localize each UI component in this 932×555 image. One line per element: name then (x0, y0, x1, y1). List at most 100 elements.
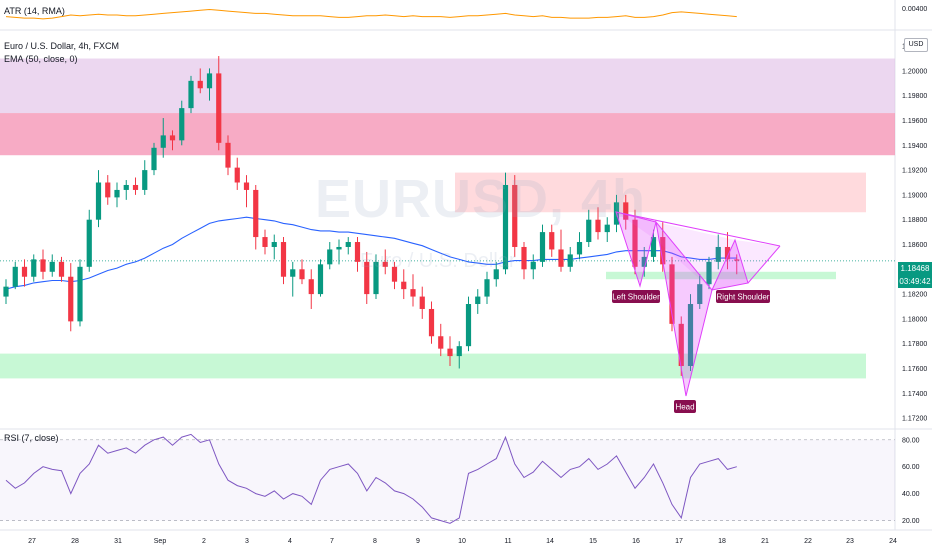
rsi-tick-label: 80.00 (902, 437, 920, 444)
candle-body (539, 232, 546, 262)
candle-body (697, 284, 703, 305)
time-tick-label: 7 (330, 538, 334, 545)
candle-body (354, 242, 361, 262)
candle (58, 256, 65, 282)
candle-body (549, 232, 555, 250)
candle (502, 172, 509, 275)
candle (539, 224, 546, 267)
candle (345, 237, 351, 255)
candle-body (678, 323, 684, 367)
candle (290, 261, 296, 297)
candle (364, 251, 370, 305)
candle-body (558, 249, 564, 267)
candle (391, 261, 398, 290)
candle (77, 259, 83, 327)
time-tick-label: 23 (846, 538, 854, 545)
candle (12, 261, 18, 290)
mid-red-zone (455, 172, 866, 213)
chart-watermark-subtitle: Euro / U.S. Dollar (360, 250, 516, 272)
time-tick-label: 18 (718, 538, 726, 545)
left-shoulder-tag-box (612, 290, 660, 303)
atr-tick-label: 0.00400 (902, 6, 927, 13)
candle (558, 229, 564, 272)
time-tick-label: 14 (546, 538, 554, 545)
candle (40, 249, 46, 280)
candle-body (576, 242, 583, 255)
candle (512, 175, 518, 257)
candle (216, 56, 222, 151)
candle (327, 242, 333, 270)
ema-line (5, 216, 737, 290)
candle (3, 279, 9, 305)
candle-body (345, 242, 351, 247)
candle-body (604, 224, 610, 233)
rsi-tick-label: 60.00 (902, 464, 920, 471)
candle-body (290, 269, 296, 277)
candle-body (114, 189, 120, 198)
left-shoulder-tag-label: Left Shoulder (612, 293, 660, 302)
rsi-tick-label: 20.00 (902, 518, 920, 525)
candle-body (169, 135, 176, 141)
candle (132, 177, 139, 195)
candle (105, 175, 111, 205)
candle (95, 170, 102, 228)
time-tick-label: 22 (804, 538, 812, 545)
candle (262, 229, 268, 255)
head-tag-box (674, 400, 696, 413)
candle (188, 75, 194, 114)
price-tick-label: 1.17600 (902, 366, 927, 373)
time-tick-label: 31 (114, 538, 122, 545)
candle (530, 254, 536, 280)
candle (206, 68, 213, 101)
candle-body (567, 254, 573, 267)
candle (521, 242, 527, 280)
right-shoulder-triangle (711, 238, 749, 291)
candle-body (123, 184, 129, 190)
candle-body (151, 147, 157, 171)
upper-red-zone (0, 113, 895, 156)
candle (650, 229, 657, 262)
price-tick-label: 1.17400 (902, 391, 927, 398)
atr-indicator-label[interactable]: ATR (14, RMA) (4, 6, 65, 16)
candle (706, 256, 712, 290)
candle-body (706, 261, 712, 285)
candle (475, 289, 481, 314)
price-tick-label: 1.19800 (902, 93, 927, 100)
currency-selector[interactable]: USD (904, 38, 928, 52)
candle-body (317, 264, 324, 295)
candle-body (225, 142, 231, 168)
candle-body (206, 73, 213, 89)
rsi-line (5, 433, 737, 524)
candle (114, 182, 120, 208)
ema-indicator-label[interactable]: EMA (50, close, 0) (4, 54, 78, 64)
candle-body (234, 167, 240, 183)
candle (336, 239, 342, 265)
time-tick-label: 24 (889, 538, 897, 545)
right-shoulder-tag-label: Right Shoulder (717, 293, 770, 302)
candle-body (179, 108, 185, 141)
candle (604, 217, 610, 243)
candle-body (216, 73, 222, 143)
candle (49, 254, 55, 277)
candle (225, 135, 231, 176)
candle (724, 232, 731, 270)
candle-body (373, 261, 379, 295)
candle (641, 246, 647, 277)
candle-body (391, 266, 398, 282)
time-tick-label: 10 (458, 538, 466, 545)
candle-body (660, 237, 666, 265)
candle-body (336, 246, 342, 250)
time-tick-label: 17 (675, 538, 683, 545)
candle-body (595, 219, 601, 233)
candle (382, 249, 388, 275)
candle-body (49, 261, 55, 272)
price-tick-label: 1.19400 (902, 143, 927, 150)
price-tick-label: 1.20000 (902, 68, 927, 75)
neckline-zone (606, 271, 836, 280)
pattern-fill (616, 212, 780, 290)
candle-body (512, 184, 518, 247)
candle (484, 271, 490, 305)
left-shoulder-triangle (615, 211, 657, 288)
rsi-indicator-label[interactable]: RSI (7, close) (4, 433, 59, 443)
candle-body (77, 266, 83, 322)
